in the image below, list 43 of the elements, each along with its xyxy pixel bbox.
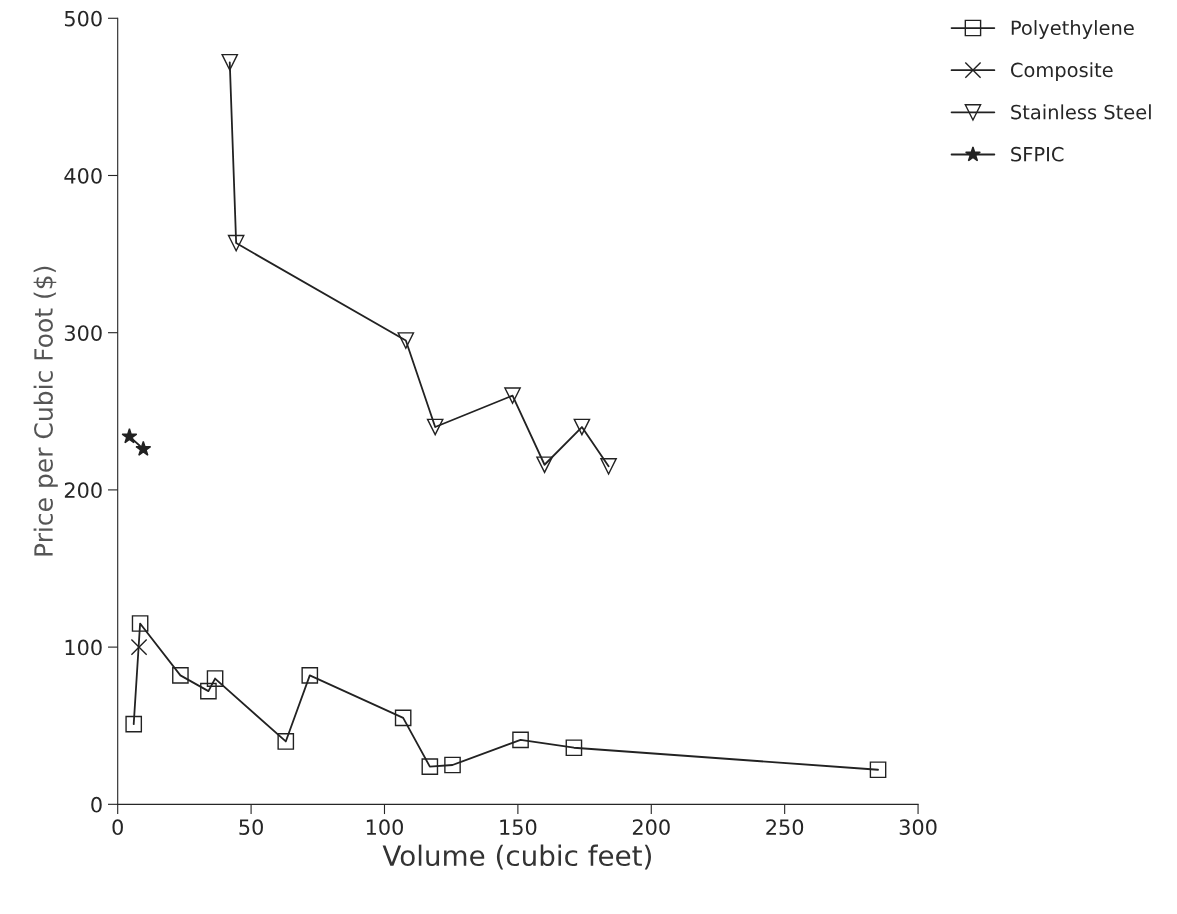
point (277, 733, 295, 750)
point (221, 53, 239, 71)
point (397, 332, 415, 349)
point (227, 234, 245, 252)
y-tick-label: 200 (64, 482, 102, 499)
x-tick-label: 0 (112, 819, 123, 836)
y-tick-label: 400 (64, 167, 102, 184)
point (512, 731, 529, 749)
point (131, 615, 149, 632)
point (426, 418, 444, 436)
x-tick-label: 200 (632, 819, 670, 836)
y-tick-label: 300 (64, 325, 102, 341)
point (536, 456, 553, 474)
x-tick-label: 150 (500, 819, 537, 836)
x-axis-title: Volume (cubic feet) (382, 844, 651, 870)
legend-label: Stainless Steel (1011, 104, 1151, 120)
legend-label: SFPIC (1011, 146, 1064, 162)
point (121, 428, 138, 444)
point (135, 440, 152, 456)
point (206, 670, 224, 687)
point (130, 638, 148, 656)
legend-label: Polyethylene (1011, 20, 1134, 39)
point (394, 709, 412, 727)
y-tick-label: 0 (91, 796, 102, 813)
point (172, 667, 189, 684)
x-tick-label: 300 (899, 819, 937, 836)
point (565, 739, 583, 757)
x-tick-label: 250 (766, 819, 804, 836)
x-tick-label: 50 (239, 819, 263, 836)
legend-label: Composite (1010, 62, 1113, 82)
point (573, 418, 591, 436)
point (600, 457, 617, 475)
point (504, 387, 521, 404)
point (125, 715, 143, 733)
y-tick-label: 500 (64, 10, 102, 27)
point (421, 758, 439, 775)
point (869, 761, 887, 779)
y-tick-label: 100 (65, 639, 102, 656)
y-axis-title: Price per Cubic Foot ($) (33, 266, 58, 556)
point (444, 756, 461, 774)
x-tick-label: 100 (366, 819, 403, 836)
point (301, 667, 319, 684)
point (200, 682, 217, 700)
